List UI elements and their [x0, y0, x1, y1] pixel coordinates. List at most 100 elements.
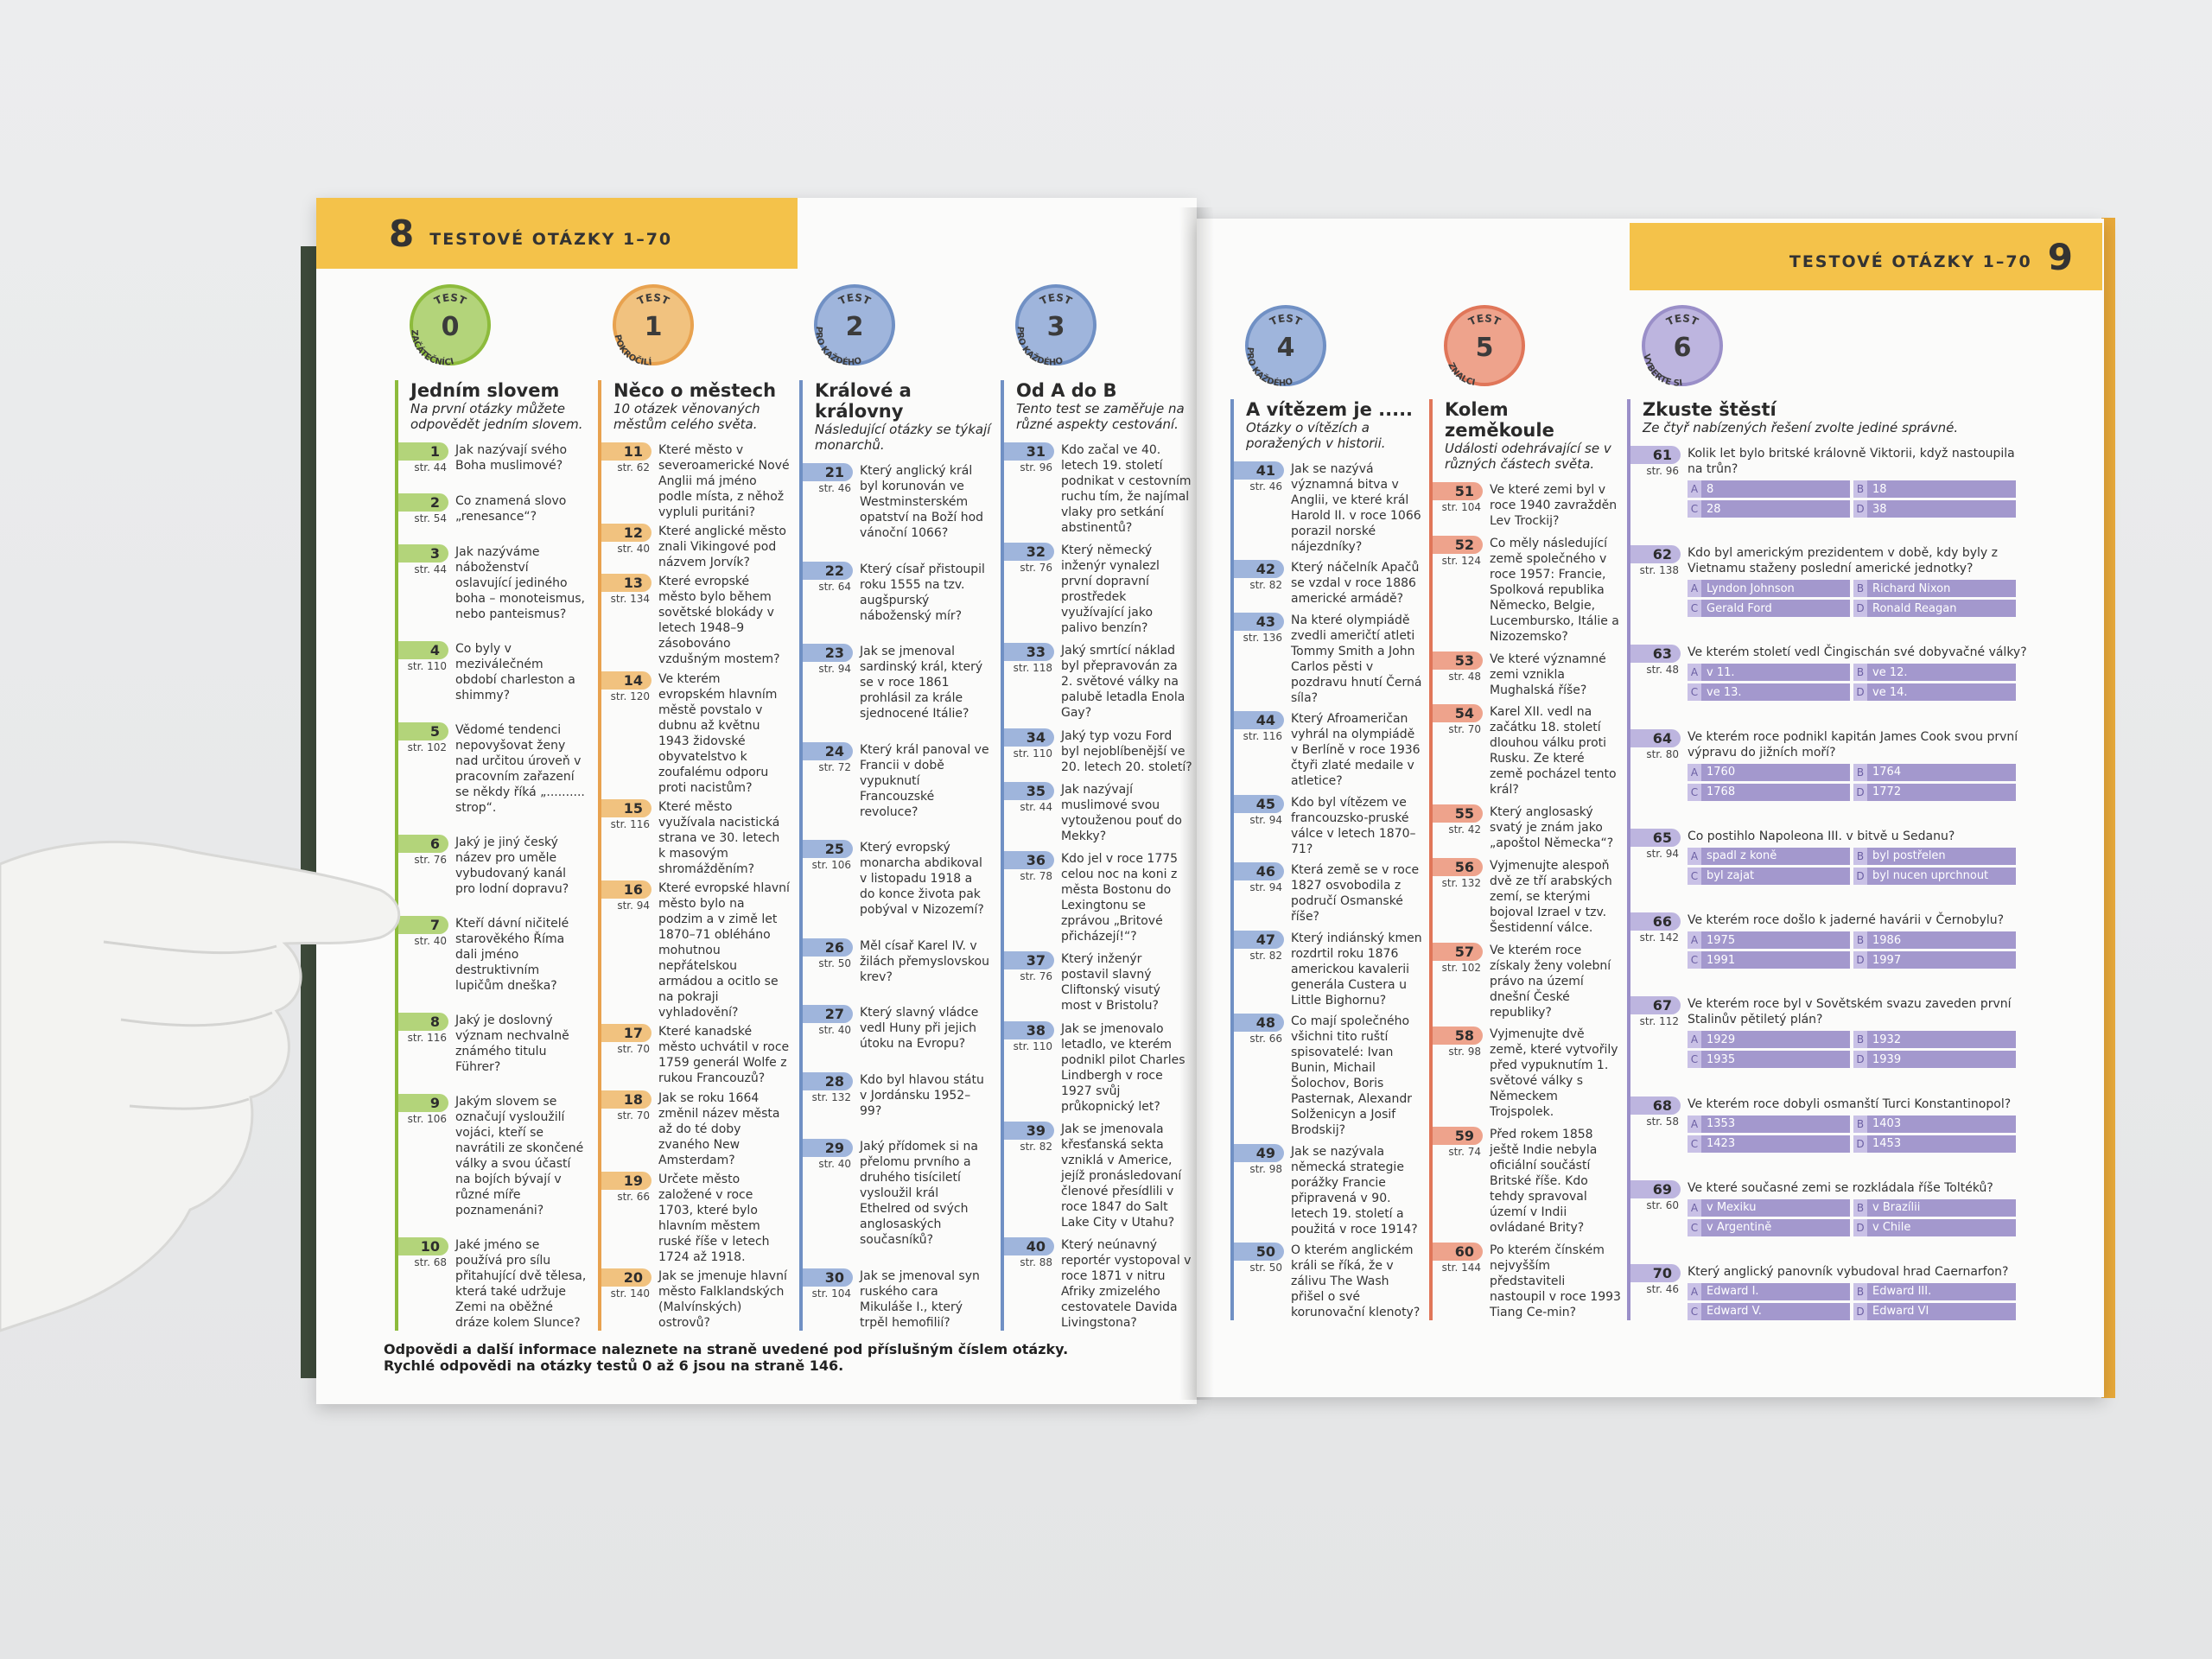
- question-text: Jak se jmenovalo letadlo, ve kterém podn…: [1061, 1021, 1185, 1114]
- option-letter: D: [1853, 951, 1867, 969]
- question-ref: 18 str. 70: [601, 1090, 652, 1122]
- answer-options: A 8 B 18 C 28 D 38: [1688, 480, 2033, 518]
- question-body: Který indiánský kmen rozdrtil roku 1876 …: [1291, 931, 1422, 1008]
- question-body: Jaký je doslovný význam nechvalně známéh…: [455, 1013, 587, 1075]
- question-ref: 57 str. 102: [1433, 942, 1483, 975]
- question-number: 52: [1433, 535, 1483, 554]
- question-ref: 14 str. 120: [601, 671, 652, 703]
- answer-option: C Edward V.: [1688, 1302, 1850, 1320]
- option-text: Gerald Ford: [1707, 601, 1772, 615]
- question-text: Který neúnavný reportér vystopoval v roc…: [1061, 1237, 1192, 1330]
- answer-option: A Lyndon Johnson: [1688, 580, 1850, 598]
- question-text: Před rokem 1858 ještě Indie nebyla ofici…: [1490, 1128, 1598, 1236]
- question-body: Ve kterém roce došlo k jaderné havárii v…: [1688, 912, 2033, 969]
- option-letter: C: [1688, 951, 1701, 969]
- question-ref: 65 str. 94: [1630, 828, 1681, 861]
- question-ref: 63 str. 48: [1630, 645, 1681, 677]
- question-ref: 2 str. 54: [398, 493, 448, 525]
- option-text: 1768: [1707, 785, 1736, 799]
- question-ref: 49 str. 98: [1234, 1143, 1284, 1176]
- answer-option: D 1453: [1853, 1135, 2016, 1153]
- badge-number: 5: [1476, 333, 1494, 363]
- question-ref: 19 str. 66: [601, 1171, 652, 1204]
- question-ref: 22 str. 64: [803, 561, 853, 594]
- question-number: 56: [1433, 857, 1483, 876]
- question-text: Jak se jmenoval sardinský král, který se…: [860, 645, 983, 721]
- question-body: Jak se jmenovala křesťanská sekta vznikl…: [1061, 1122, 1192, 1230]
- page-reference: str. 102: [1441, 961, 1481, 974]
- option-letter: B: [1853, 1282, 1867, 1300]
- option-letter: C: [1688, 867, 1701, 885]
- question-ref: 37 str. 76: [1004, 951, 1054, 983]
- question-ref: 11 str. 62: [601, 442, 652, 474]
- question-number: 23: [803, 644, 853, 663]
- question: 11 str. 62 Které město v severoamerické No…: [601, 442, 790, 520]
- question-number: 42: [1234, 560, 1284, 579]
- page-reference: str. 80: [1646, 747, 1679, 760]
- question: 3 str. 44 Jak nazýváme náboženství oslavuj…: [398, 544, 587, 622]
- option-letter: C: [1688, 1051, 1701, 1069]
- question-number: 26: [803, 938, 853, 957]
- question-text: Jak nazývají muslimové svou vytouženou p…: [1061, 782, 1182, 843]
- option-letter: D: [1853, 683, 1867, 702]
- question-body: Jak se nazývala německá strategie porážk…: [1291, 1144, 1422, 1237]
- question-text: Ve kterém století vedl Čingischán své do…: [1688, 645, 2027, 660]
- question-body: Ve kterém roce dobyli osmanští Turci Kon…: [1688, 1096, 2033, 1153]
- question-number: 16: [601, 880, 652, 899]
- question: 65 str. 94 Co postihlo Napoleona III. v bi…: [1630, 828, 2033, 885]
- badge-number: 6: [1674, 333, 1692, 363]
- badge-circle: [613, 284, 694, 365]
- question-number: 38: [1004, 1020, 1054, 1039]
- question: 62 str. 138 Kdo byl americkým prezidentem …: [1630, 545, 2033, 618]
- question-number: 17: [601, 1024, 652, 1043]
- page-reference: str. 132: [1441, 876, 1481, 889]
- answer-option: C 1423: [1688, 1135, 1850, 1153]
- option-text: 1991: [1707, 953, 1736, 967]
- question-text: Jaký je doslovný význam nechvalně známéh…: [455, 1014, 569, 1074]
- page-reference: str. 104: [811, 1287, 851, 1300]
- page-reference: str. 116: [1243, 730, 1282, 743]
- option-text: Edward V.: [1707, 1305, 1762, 1319]
- badge-circle: [1444, 305, 1525, 386]
- question-list: 31 str. 96 Kdo začal ve 40. letech 19. sto…: [1004, 442, 1192, 1331]
- question: 12 str. 40 Které anglické město znali Viki…: [601, 524, 790, 570]
- option-letter: D: [1853, 867, 1867, 885]
- question: 29 str. 40 Jaký přídomek si na přelomu prv…: [803, 1139, 991, 1248]
- question-body: Jak se jmenovalo letadlo, ve kterém podn…: [1061, 1021, 1192, 1115]
- option-letter: A: [1688, 480, 1701, 498]
- question-ref: 13 str. 134: [601, 574, 652, 606]
- question: 43 str. 136 Na které olympiádě zvedli amer…: [1234, 612, 1422, 706]
- page-reference: str. 120: [610, 690, 650, 702]
- page-reference: str. 82: [1020, 1140, 1052, 1153]
- option-letter: B: [1853, 480, 1867, 498]
- question-text: Který anglický panovník vybudoval hrad C…: [1688, 1264, 2009, 1279]
- question-text: Co postihlo Napoleona III. v bitvě u Sed…: [1688, 829, 1955, 843]
- answer-option: B 18: [1853, 480, 2016, 498]
- test-subtitle: Otázky o vítězích a poražených v histori…: [1246, 420, 1386, 451]
- option-text: Edward III.: [1872, 1285, 1932, 1299]
- question: 34 str. 110 Jaký typ vozu Ford byl nejoblí…: [1004, 728, 1192, 775]
- question: 57 str. 102 Ve kterém roce získaly ženy vo…: [1433, 942, 1621, 1020]
- page-header: 8 TESTOVÉ OTÁZKY 1–70: [316, 198, 798, 269]
- page-reference: str. 102: [407, 741, 447, 753]
- question-number: 39: [1004, 1121, 1054, 1140]
- page-reference: str. 94: [1646, 847, 1679, 860]
- question-text: Ve kterém roce získaly ženy volební práv…: [1490, 943, 1611, 1020]
- question-ref: 12 str. 40: [601, 524, 652, 556]
- question-body: Co měly následující země společného v ro…: [1490, 536, 1621, 645]
- question-body: Který inženýr postavil slavný Cliftonský…: [1061, 951, 1192, 1014]
- question-ref: 7 str. 40: [398, 916, 448, 948]
- question: 20 str. 140 Jak se jmenuje hlavní město Fa…: [601, 1268, 790, 1331]
- question: 51 str. 104 Ve které zemi byl v roce 1940 …: [1433, 482, 1621, 529]
- question-ref: 5 str. 102: [398, 722, 448, 754]
- page-reference: str. 88: [1020, 1255, 1052, 1268]
- question-body: Jak se jmenoval syn ruského cara Mikuláš…: [860, 1268, 991, 1331]
- question-text: Kdo jel v roce 1775 celou noc na koni z …: [1061, 852, 1179, 944]
- question-number: 41: [1234, 461, 1284, 480]
